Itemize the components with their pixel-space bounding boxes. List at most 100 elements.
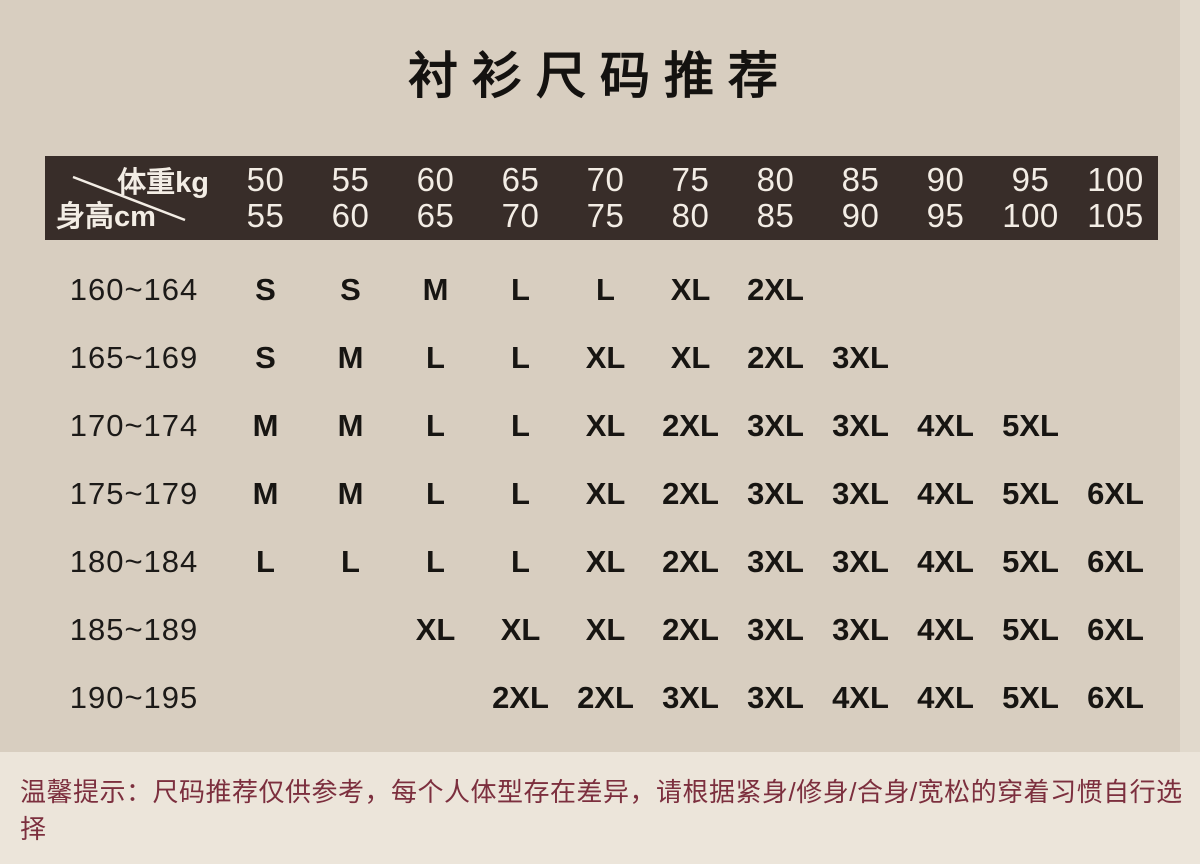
size-cell: M bbox=[337, 340, 364, 375]
table-row: 185~189 XL XL XL 2XL 3XL 3XL 4XL 5XL 6XL bbox=[45, 596, 1158, 664]
column-header-weight-range: 90 95 bbox=[903, 160, 988, 235]
size-cell: M bbox=[252, 476, 279, 511]
weight-range-top: 80 bbox=[756, 160, 795, 198]
table-row: 180~184 L L L L XL 2XL 3XL 3XL 4XL 5XL 6XL bbox=[45, 528, 1158, 596]
size-cell: L bbox=[426, 476, 445, 511]
size-cell: M bbox=[422, 272, 449, 307]
size-cell: 2XL bbox=[577, 680, 634, 715]
height-axis-label: 身高cm bbox=[56, 201, 156, 233]
size-cell: 3XL bbox=[747, 680, 804, 715]
size-cell: 4XL bbox=[917, 476, 974, 511]
weight-range-top: 65 bbox=[501, 160, 540, 198]
weight-range-bottom: 90 bbox=[841, 197, 880, 234]
size-cell: XL bbox=[585, 476, 626, 511]
weight-range-bottom: 95 bbox=[926, 197, 965, 234]
size-cell: 5XL bbox=[1002, 544, 1059, 579]
size-cell: M bbox=[337, 476, 364, 511]
size-cell: 6XL bbox=[1087, 476, 1144, 511]
weight-range-top: 95 bbox=[1011, 160, 1050, 198]
size-cell: XL bbox=[585, 612, 626, 647]
diagonal-divider-line bbox=[72, 175, 186, 222]
size-cell: M bbox=[337, 408, 364, 443]
right-edge-fade bbox=[1180, 0, 1200, 752]
size-cell: XL bbox=[670, 340, 711, 375]
size-cell: XL bbox=[500, 612, 541, 647]
size-cell: 5XL bbox=[1002, 680, 1059, 715]
size-cell: XL bbox=[670, 272, 711, 307]
weight-range-top: 50 bbox=[246, 160, 285, 198]
size-cell: 3XL bbox=[662, 680, 719, 715]
column-header-weight-range: 75 80 bbox=[648, 160, 733, 235]
row-height-label: 185~189 bbox=[69, 612, 199, 647]
weight-range-top: 90 bbox=[926, 160, 965, 198]
size-cell: XL bbox=[585, 544, 626, 579]
table-row: 170~174 M M L L XL 2XL 3XL 3XL 4XL 5XL bbox=[45, 392, 1158, 460]
size-cell: 6XL bbox=[1087, 680, 1144, 715]
row-height-label: 170~174 bbox=[69, 408, 199, 443]
size-cell: S bbox=[340, 272, 361, 307]
row-height-label: 190~195 bbox=[69, 680, 199, 715]
size-cell: 4XL bbox=[917, 544, 974, 579]
weight-range-bottom: 100 bbox=[1002, 197, 1059, 234]
size-cell: 2XL bbox=[747, 340, 804, 375]
column-header-weight-range: 80 85 bbox=[733, 160, 818, 235]
size-cell: 3XL bbox=[747, 476, 804, 511]
table-header-row: 体重kg 身高cm 50 55 55 60 60 65 65 70 70 75 75 80 80 85 85… bbox=[45, 156, 1158, 240]
weight-range-bottom: 105 bbox=[1087, 197, 1144, 234]
size-cell: 5XL bbox=[1002, 476, 1059, 511]
size-cell: L bbox=[596, 272, 615, 307]
size-cell: 5XL bbox=[1002, 408, 1059, 443]
size-cell: 3XL bbox=[832, 544, 889, 579]
size-cell: 6XL bbox=[1087, 544, 1144, 579]
column-header-weight-range: 85 90 bbox=[818, 160, 903, 235]
size-cell: L bbox=[426, 408, 445, 443]
size-cell: 3XL bbox=[832, 476, 889, 511]
corner-header-cell: 体重kg 身高cm bbox=[45, 156, 223, 240]
size-cell: 3XL bbox=[747, 544, 804, 579]
row-height-label: 180~184 bbox=[69, 544, 199, 579]
weight-range-bottom: 80 bbox=[671, 197, 710, 234]
weight-range-top: 75 bbox=[671, 160, 710, 198]
size-cell: 4XL bbox=[917, 408, 974, 443]
table-row: 160~164 S S M L L XL 2XL bbox=[45, 256, 1158, 324]
column-header-weight-range: 100 105 bbox=[1073, 160, 1158, 235]
size-cell: 6XL bbox=[1087, 612, 1144, 647]
size-cell: L bbox=[511, 272, 530, 307]
weight-range-bottom: 70 bbox=[501, 197, 540, 234]
size-cell: 2XL bbox=[662, 544, 719, 579]
weight-range-bottom: 75 bbox=[586, 197, 625, 234]
weight-axis-label: 体重kg bbox=[117, 167, 209, 199]
size-cell: 4XL bbox=[917, 612, 974, 647]
size-cell: 5XL bbox=[1002, 612, 1059, 647]
column-header-weight-range: 60 65 bbox=[393, 160, 478, 235]
size-cell: 2XL bbox=[662, 476, 719, 511]
size-cell: L bbox=[426, 340, 445, 375]
size-cell: L bbox=[511, 340, 530, 375]
weight-range-top: 60 bbox=[416, 160, 455, 198]
size-cell: 2XL bbox=[662, 612, 719, 647]
weight-range-top: 85 bbox=[841, 160, 880, 198]
size-cell: 2XL bbox=[662, 408, 719, 443]
size-cell: 4XL bbox=[917, 680, 974, 715]
size-cell: L bbox=[511, 408, 530, 443]
weight-range-bottom: 55 bbox=[246, 197, 285, 234]
size-cell: XL bbox=[585, 340, 626, 375]
table-row: 175~179 M M L L XL 2XL 3XL 3XL 4XL 5XL 6XL bbox=[45, 460, 1158, 528]
row-height-label: 165~169 bbox=[69, 340, 199, 375]
size-cell: S bbox=[255, 340, 276, 375]
size-table: 体重kg 身高cm 50 55 55 60 60 65 65 70 70 75 75 80 80 85 85… bbox=[45, 156, 1158, 732]
size-cell: XL bbox=[415, 612, 456, 647]
size-cell: XL bbox=[585, 408, 626, 443]
size-cell: M bbox=[252, 408, 279, 443]
weight-range-top: 70 bbox=[586, 160, 625, 198]
size-cell: L bbox=[511, 544, 530, 579]
note-text: 温馨提示：尺码推荐仅供参考，每个人体型存在差异，请根据紧身/修身/合身/宽松的穿… bbox=[20, 777, 1183, 844]
weight-range-bottom: 65 bbox=[416, 197, 455, 234]
size-cell: L bbox=[426, 544, 445, 579]
size-cell: L bbox=[511, 476, 530, 511]
weight-range-top: 100 bbox=[1087, 160, 1144, 198]
column-header-weight-range: 95 100 bbox=[988, 160, 1073, 235]
size-cell: 3XL bbox=[747, 408, 804, 443]
column-header-weight-range: 50 55 bbox=[223, 160, 308, 235]
